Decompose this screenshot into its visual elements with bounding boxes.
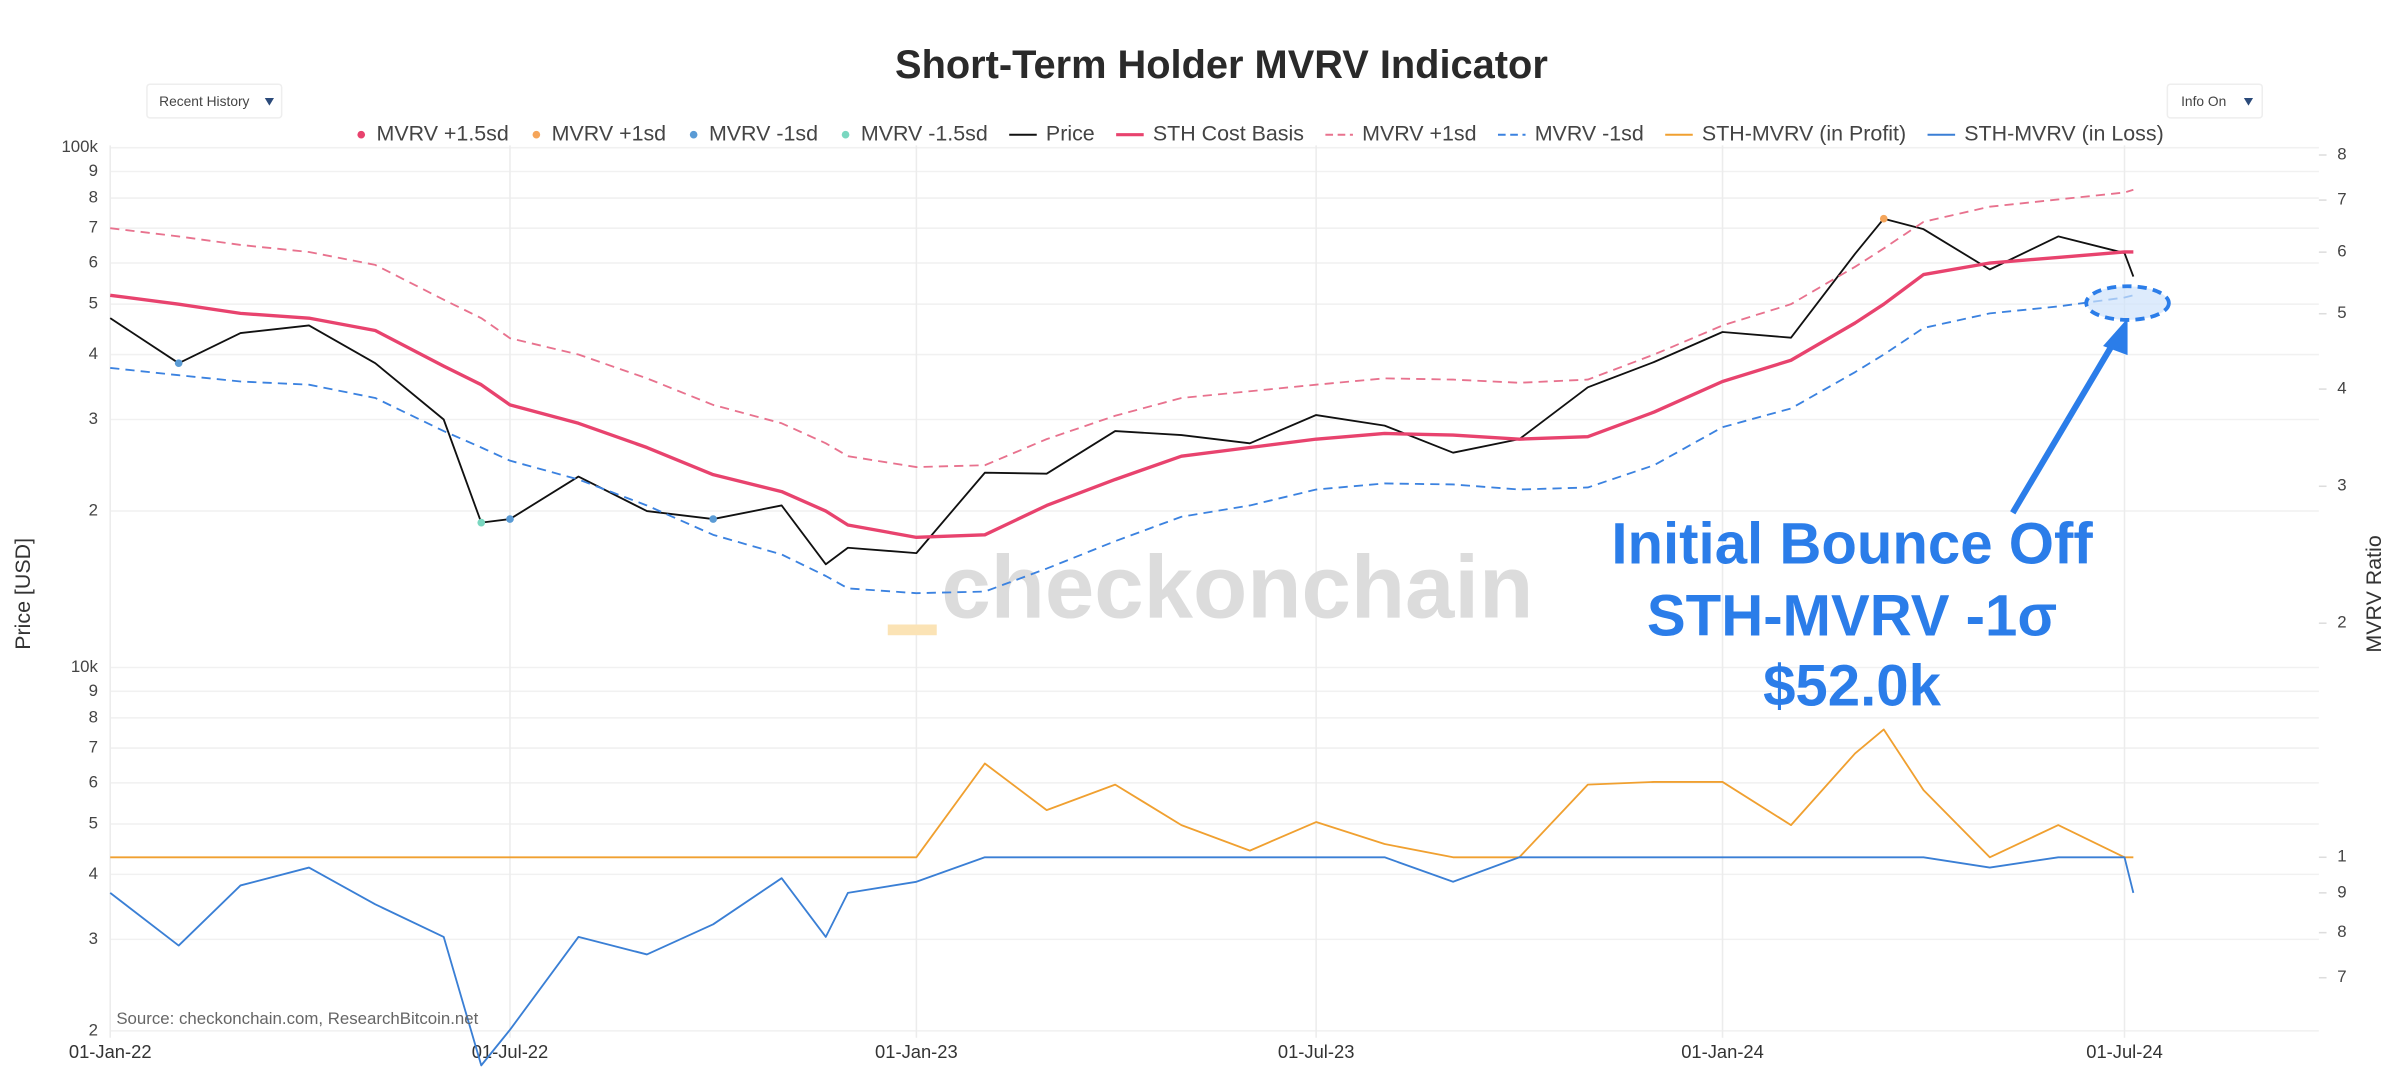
y-tick-label: 8 [89,707,98,726]
data-point [477,518,486,527]
dropdown-label[interactable]: Recent History [159,94,249,109]
legend-label: STH-MVRV (in Loss) [1964,121,2163,145]
y-tick-label: 7 [89,738,98,757]
y-tick-label: 10k [71,657,99,676]
legend: MVRV +1.5sd MVRV +1sd MVRV -1sd MVRV -1.5sd… [357,121,2164,145]
legend-label: MVRV +1.5sd [377,121,509,145]
x-tick-label: 01-Jan-23 [875,1041,958,1062]
legend-marker [532,130,541,139]
legend-item: MVRV +1.5sd [357,121,509,145]
y-tick-label: 3 [89,929,98,948]
watermark: checkonchain [941,537,1533,636]
dropdown-arrow[interactable] [2243,97,2254,106]
annotation: STH-MVRV -1σ [1647,583,2057,648]
y2-tick-label: 8 [2337,922,2346,941]
legend-item: MVRV +1sd [532,121,666,145]
y-axis-title: Price [USD] [11,538,35,650]
x-tick-label: 01-Jul-22 [472,1041,549,1062]
legend-label: MVRV -1sd [709,121,818,145]
series-line [110,728,2134,859]
dropdown-box[interactable] [146,83,283,119]
legend-label: MVRV -1sd [1535,121,1644,145]
y-tick-label: 2 [89,1020,98,1039]
legend-label: Price [1046,121,1095,145]
legend-marker [357,130,366,139]
data-point [1879,214,1888,223]
y-tick-label: 7 [89,218,98,237]
legend-label: MVRV +1sd [552,121,666,145]
legend-item: MVRV -1sd [1497,121,1644,145]
series-line [109,250,2134,540]
legend-item: Price [1009,121,1095,145]
y-tick-label: 6 [89,252,98,271]
legend-label: STH Cost Basis [1153,121,1304,145]
y2-tick-label: 2 [2337,613,2346,632]
y-tick-label: 100k [61,137,98,156]
annotation-arrow [2010,338,2118,515]
legend-item: MVRV -1.5sd [841,121,988,145]
legend-marker [689,130,698,139]
series-line [109,217,2135,566]
dropdown-box[interactable] [2166,83,2264,119]
y-tick-label: 9 [89,161,98,180]
y2-tick-label: 6 [2337,242,2346,261]
y-tick-label: 6 [89,772,98,791]
source-note: Source: checkonchain.com, ResearchBitcoi… [116,1009,478,1028]
series-line [109,856,2135,1067]
legend-marker [841,130,850,139]
y-tick-label: 4 [89,864,98,883]
y2-tick-label: 3 [2337,476,2346,495]
x-tick-label: 01-Jul-23 [1278,1041,1355,1062]
watermark-mark [887,624,937,636]
legend-item: MVRV -1sd [689,121,818,145]
data-point [506,515,514,523]
data-point [709,515,717,523]
grid [109,145,2327,1038]
y-tick-label: 3 [89,409,98,428]
x-tick-label: 01-Jan-24 [1681,1041,1764,1062]
plot: 100k 9 8 7 6 5 4 3 2 10k 9 8 7 6 5 4 3 2 8 7 6 5 4 3 2 1 9 8 7 01-Jan… [61,137,2347,1067]
x-tick-label: 01-Jan-22 [69,1041,152,1062]
y-tick-label: 5 [89,294,98,313]
y2-axis-title: MVRV Ratio [2362,535,2386,652]
y2-tick-label: 7 [2337,967,2346,986]
y2-tick-label: 1 [2337,847,2346,866]
y2-tick-label: 7 [2337,190,2346,209]
legend-item: STH Cost Basis [1116,121,1304,145]
y-tick-label: 9 [89,681,98,700]
dropdown[interactable]: Info On [2166,83,2264,119]
legend-label: STH-MVRV (in Profit) [1702,121,1906,145]
legend-label: MVRV +1sd [1362,121,1476,145]
y2-tick-label: 4 [2337,379,2346,398]
highlight-ellipse [2084,284,2171,322]
legend-label: MVRV -1.5sd [861,121,988,145]
legend-item: MVRV +1sd [1325,121,1477,145]
y2-tick-label: 8 [2337,144,2346,163]
y-tick-label: 2 [89,500,98,519]
legend-item: STH-MVRV (in Loss) [1927,121,2164,145]
chart-title: Short-Term Holder MVRV Indicator [895,43,1548,87]
data-point [174,359,183,368]
y2-tick-label: 9 [2337,882,2346,901]
annotation-arrowhead [2103,318,2128,356]
series-line [110,188,2134,468]
y2-tick-label: 5 [2337,303,2346,322]
dropdown-label[interactable]: Info On [2181,94,2226,109]
annotation: Initial Bounce Off [1611,511,2093,576]
series-line [110,294,2134,595]
dropdown-arrow[interactable] [264,97,274,106]
dropdown[interactable]: Recent History [146,83,283,119]
legend-item: STH-MVRV (in Profit) [1665,121,1906,145]
y-tick-label: 8 [89,188,98,207]
y-tick-label: 4 [89,344,98,363]
y-tick-label: 5 [89,813,98,832]
x-tick-label: 01-Jul-24 [2086,1041,2163,1062]
annotation: $52.0k [1763,654,1942,719]
